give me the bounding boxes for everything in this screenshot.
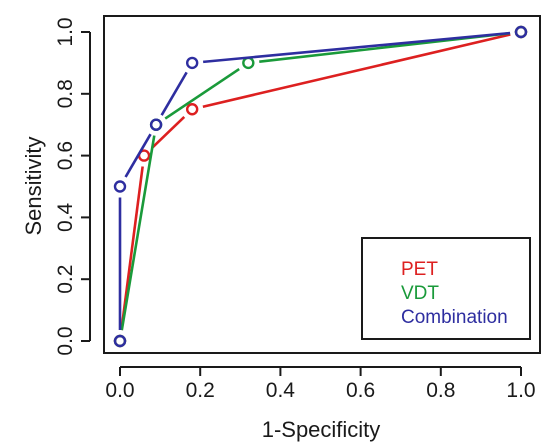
series-vdt-point — [242, 56, 255, 70]
series-combination-point — [149, 118, 163, 131]
y-tick-label: 1.0 — [54, 17, 77, 46]
legend-box — [361, 237, 531, 340]
series-combination-point — [514, 25, 528, 39]
y-tick-label: 0.0 — [54, 326, 77, 355]
x-tick-label: 0.4 — [266, 379, 296, 402]
series-pet-point — [185, 103, 199, 116]
series-layer — [113, 25, 528, 348]
series-combination — [113, 25, 528, 348]
x-tick-label: 0.8 — [426, 379, 455, 402]
series-combination-segment — [160, 71, 188, 116]
legend-label-pet: PET — [401, 259, 438, 280]
series-pet-segment — [202, 33, 511, 108]
series-combination-point — [185, 56, 199, 70]
series-combination-point — [113, 334, 127, 348]
legend-label-combination: Combination — [401, 307, 508, 328]
axes-layer: 0.0 0.2 0.4 0.6 0.8 1.0 0.0 0.2 0.4 0.6 0.8 1.0 — [54, 17, 536, 402]
plot-frame — [103, 15, 541, 354]
y-tick-label: 0.6 — [54, 141, 77, 170]
series-combination-segment — [124, 133, 152, 178]
series-pet-segment — [120, 166, 144, 331]
x-tick-label: 0.0 — [105, 379, 134, 402]
series-vdt-segment — [120, 135, 156, 331]
x-tick-label: 1.0 — [506, 379, 535, 402]
x-tick-label: 0.2 — [186, 379, 215, 402]
series-combination-segment — [203, 31, 511, 64]
legend: PET VDT Combination — [361, 237, 531, 340]
series-vdt-segment — [164, 67, 240, 120]
series-combination-point — [113, 180, 127, 193]
y-axis-label: Sensitivity — [21, 136, 46, 235]
y-tick-label: 0.4 — [54, 202, 77, 232]
y-tick-label: 0.2 — [54, 265, 77, 294]
x-tick-label: 0.6 — [346, 379, 375, 402]
x-axis-label: 1-Specificity — [262, 417, 381, 442]
legend-label-vdt: VDT — [401, 283, 439, 304]
y-tick-label: 0.8 — [54, 79, 77, 108]
series-pet-segment — [151, 115, 186, 149]
